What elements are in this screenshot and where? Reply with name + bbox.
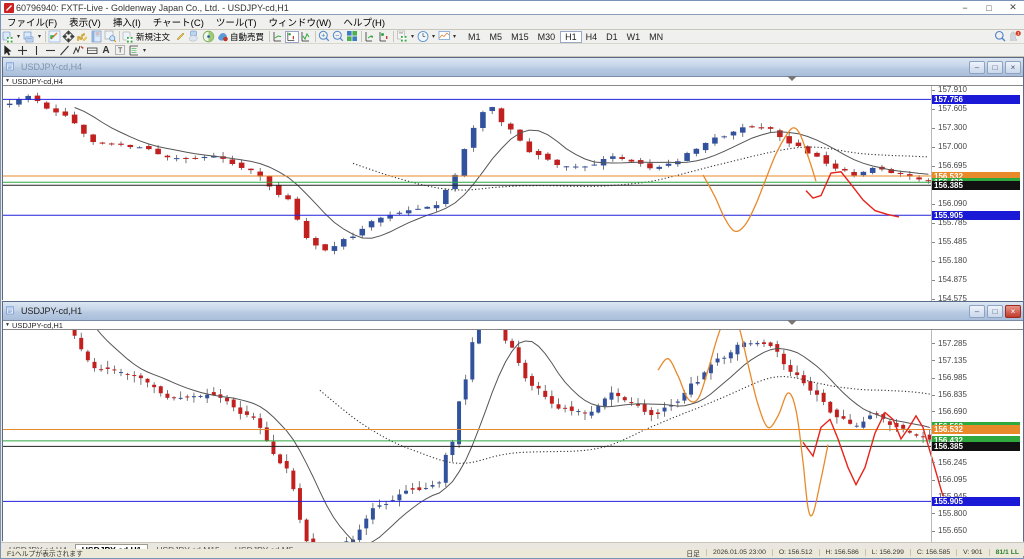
svg-text:T: T [118, 47, 123, 54]
svg-text:1: 1 [1017, 32, 1019, 36]
